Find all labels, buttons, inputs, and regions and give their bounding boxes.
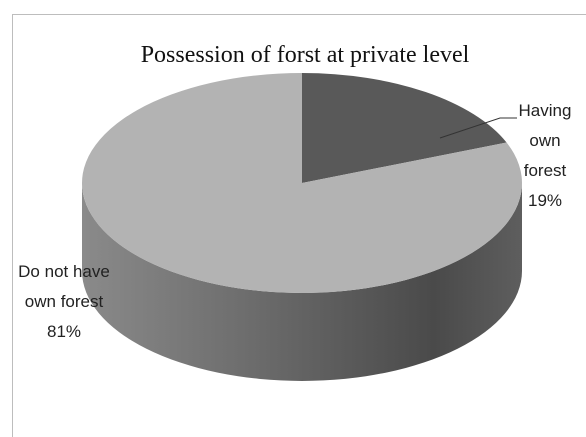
data-label: Do not have own forest 81% (16, 257, 112, 347)
data-label: Having own forest 19% (509, 96, 581, 216)
chart-title: Possession of forst at private level (141, 42, 470, 68)
pie-slice (81, 73, 522, 381)
value-label: 81% (46, 322, 82, 341)
leader-line (439, 117, 517, 139)
slice-top (302, 73, 507, 183)
category-label: Having own forest (518, 101, 572, 180)
value-label: 19% (527, 191, 563, 210)
pie-slice (302, 73, 507, 183)
category-label: Do not have own forest (18, 262, 110, 311)
slice-top (81, 73, 522, 293)
slice-side (82, 183, 522, 381)
